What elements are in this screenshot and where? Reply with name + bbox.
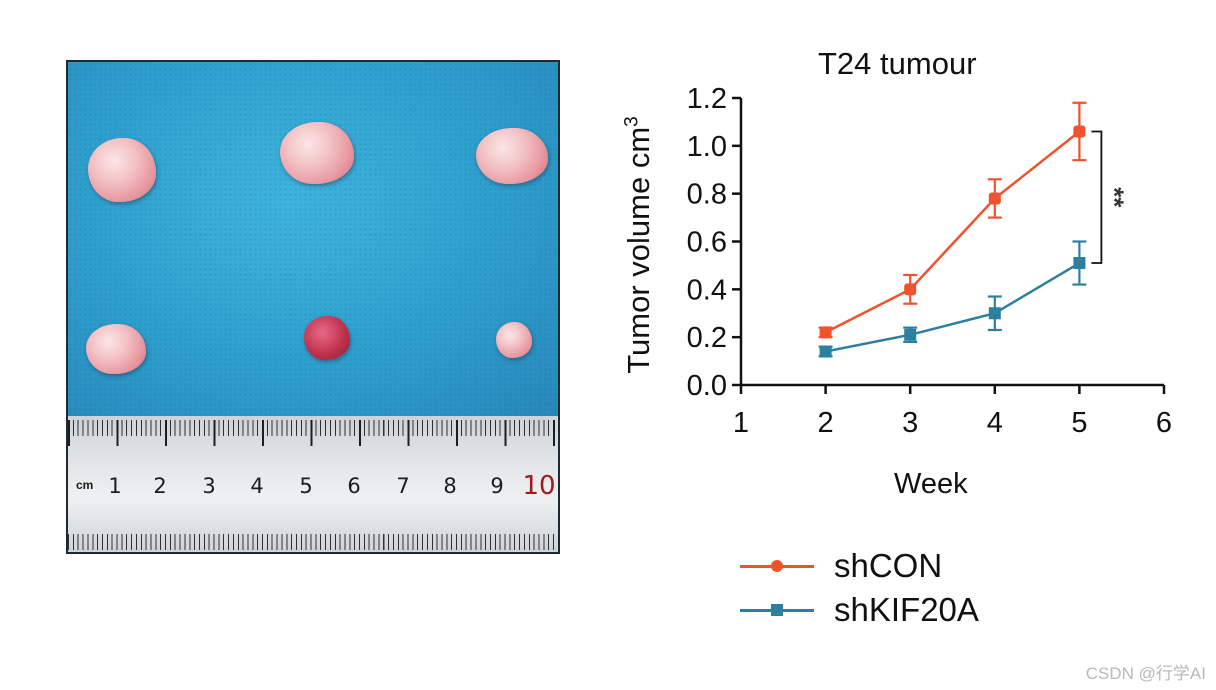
x-axis-title: Week [894,468,968,500]
ruler-major-ticks [68,420,558,446]
x-tick-label: 6 [1156,407,1172,439]
tumour-shkif20a-1 [86,324,146,374]
ruler: cm 1 2 3 4 5 6 7 8 9 10 [68,416,558,552]
significance-annotation: ** [1091,130,1129,264]
tumour-shkif20a-2 [304,316,350,360]
x-tick-label: 4 [987,407,1003,439]
data-point [988,192,1001,205]
x-tick-label: 1 [733,407,749,439]
ruler-ticks-bottom [68,534,558,550]
y-tick-label: 0.2 [687,322,727,354]
y-tick-label: 1.2 [687,83,727,115]
y-tick-label: 0.6 [687,227,727,259]
data-point [1073,257,1086,270]
ruler-label: 10 [522,471,556,501]
data-point [988,307,1001,320]
ruler-label: 3 [202,474,216,498]
data-point [1073,125,1086,138]
x-tick-label: 3 [902,407,918,439]
significance-label: ** [1099,187,1129,208]
ruler-label: 7 [396,474,410,498]
drape-texture [68,62,558,416]
data-point [819,345,832,358]
y-tick-label: 0.8 [687,179,727,211]
y-tick-label: 0.0 [687,370,727,402]
series-line [825,130,1081,334]
tumour-photo: cm 1 2 3 4 5 6 7 8 9 10 [66,60,560,554]
tumour-shkif20a-3 [496,322,532,358]
legend-swatch-shcon [740,556,814,576]
tumour-shcon-2 [280,122,354,184]
data-point [819,326,832,339]
ruler-label: 9 [490,474,504,498]
y-tick-label: 1.0 [687,131,727,163]
series-shkif20a [818,240,1087,358]
chart-axes: 0.0 0.2 0.4 0.6 0.8 1.0 1.2 1 2 3 4 5 6 [687,83,1172,439]
chart-series [818,101,1087,358]
blue-drape [68,62,558,416]
data-point [904,328,917,341]
line-chart: 0.0 0.2 0.4 0.6 0.8 1.0 1.2 1 2 3 4 5 6 ** [687,83,1172,439]
chart-legend: shCON shKIF20A [740,544,979,632]
ruler-label: 6 [347,474,361,498]
tumour-shcon-1 [88,138,156,202]
chart-title: T24 tumour [818,46,977,81]
watermark: CSDN @行学AI [1085,664,1206,683]
series-line [825,261,1081,353]
significance-bracket [1091,130,1103,264]
ruler-label: 4 [250,474,264,498]
legend-marker-circle [771,560,783,572]
x-tick-label: 5 [1071,407,1087,439]
legend-label: shCON [834,547,943,584]
series-shcon [818,101,1087,339]
legend-label: shKIF20A [834,591,979,628]
ruler-label: 1 [108,474,122,498]
ruler-label: 5 [299,474,313,498]
tumour-shcon-3 [476,128,548,184]
legend-item-shcon: shCON [740,544,979,588]
data-point [904,283,917,296]
y-tick-label: 0.4 [687,274,727,306]
x-tick-label: 2 [818,407,834,439]
ruler-label: 2 [153,474,167,498]
legend-swatch-shkif20a [740,600,814,620]
ruler-unit: cm [76,478,94,492]
legend-marker-square [771,604,783,616]
legend-item-shkif20a: shKIF20A [740,588,979,632]
ruler-label: 8 [443,474,457,498]
